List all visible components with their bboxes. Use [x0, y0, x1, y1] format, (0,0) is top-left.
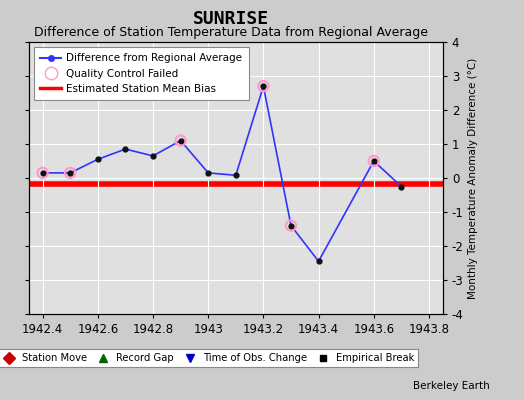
Legend: Station Move, Record Gap, Time of Obs. Change, Empirical Break: Station Move, Record Gap, Time of Obs. C…	[0, 350, 419, 368]
Difference from Regional Average	[205, 170, 211, 175]
Difference from Regional Average	[122, 147, 128, 152]
Difference from Regional Average	[315, 259, 322, 264]
Difference from Regional Average	[39, 170, 46, 175]
Text: SUNRISE: SUNRISE	[192, 10, 269, 28]
Quality Control Failed	[369, 158, 378, 164]
Text: Difference of Station Temperature Data from Regional Average: Difference of Station Temperature Data f…	[34, 26, 428, 39]
Difference from Regional Average	[67, 170, 73, 175]
Difference from Regional Average	[260, 84, 267, 88]
Text: Berkeley Earth: Berkeley Earth	[413, 381, 490, 391]
Quality Control Failed	[177, 138, 185, 144]
Y-axis label: Monthly Temperature Anomaly Difference (°C): Monthly Temperature Anomaly Difference (…	[468, 57, 478, 299]
Quality Control Failed	[259, 83, 268, 89]
Quality Control Failed	[66, 170, 74, 176]
Line: Difference from Regional Average: Difference from Regional Average	[40, 84, 404, 264]
Difference from Regional Average	[150, 154, 156, 158]
Difference from Regional Average	[370, 158, 377, 163]
Quality Control Failed	[38, 170, 47, 176]
Difference from Regional Average	[398, 184, 405, 189]
Difference from Regional Average	[178, 138, 184, 143]
Quality Control Failed	[287, 222, 295, 229]
Difference from Regional Average	[95, 157, 101, 162]
Difference from Regional Average	[233, 173, 239, 178]
Difference from Regional Average	[288, 223, 294, 228]
